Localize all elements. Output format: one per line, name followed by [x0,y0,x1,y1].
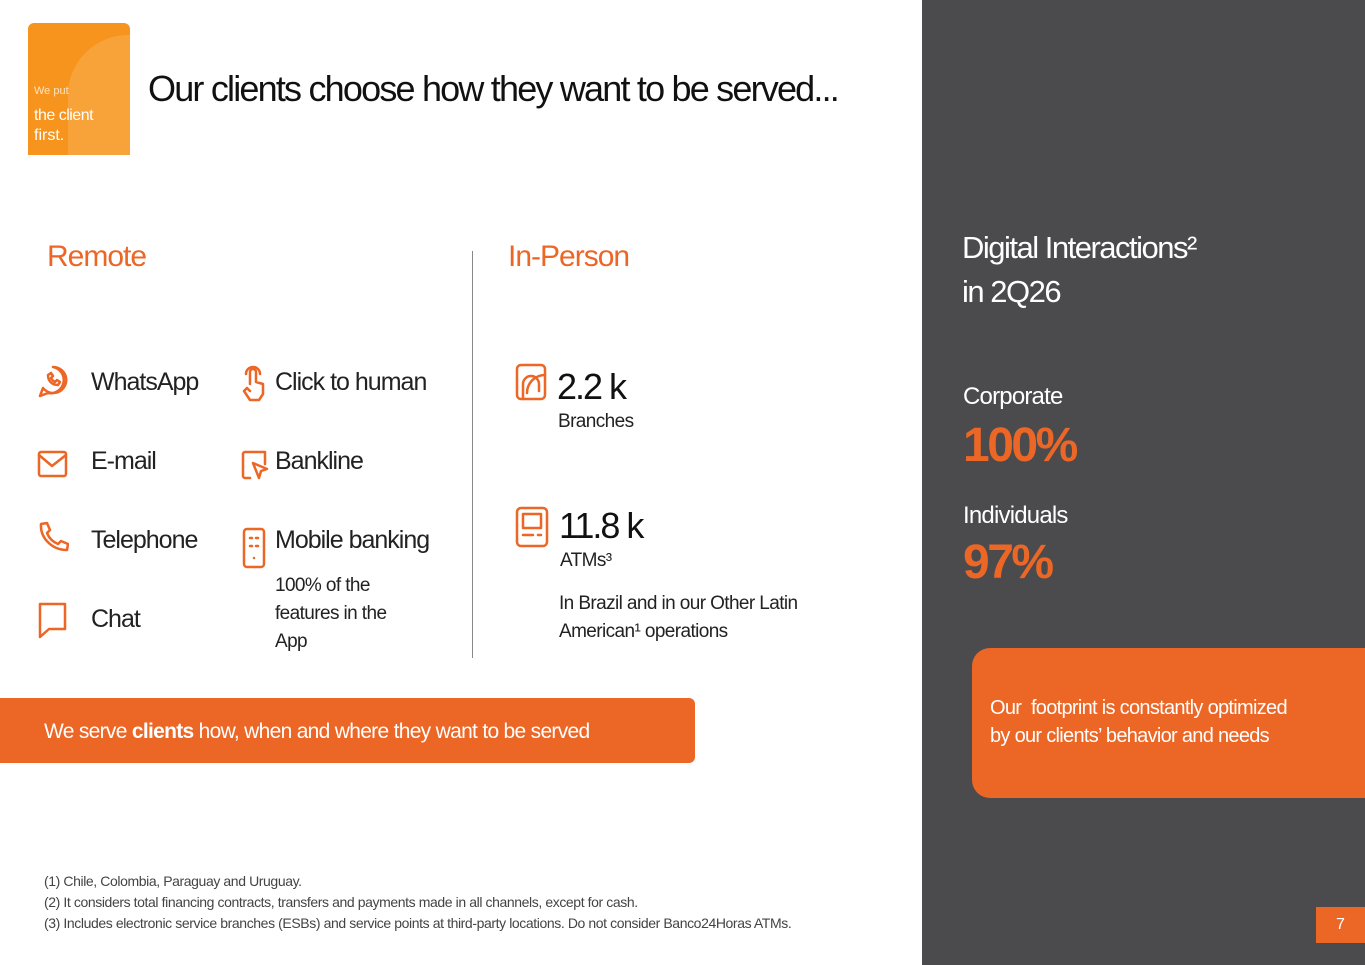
icon [38,365,68,398]
icon [242,527,266,569]
title: Our clients choose how they want to be s… [148,68,840,109]
banner-text: how, when and where they want to be serv… [193,720,591,743]
banner-text: We serve [44,720,132,743]
metric-label: Individuals [963,502,1068,529]
panel-title: in 2Q26 [962,274,1062,309]
footnote: (1) Chile, Colombia, Paraguay and Urugua… [44,873,302,889]
footnote: (3) Includes electronic service branches… [44,915,792,931]
icon [515,506,549,548]
icon [37,450,68,478]
icon [242,365,265,402]
section-heading: In-Person [508,240,630,273]
page-number: 7 [1316,907,1365,943]
panel-title: Digital Interactions² [962,230,1197,265]
metric-value: 100% [963,419,1078,472]
icon [38,602,67,639]
logo-text: We put [34,85,69,97]
channel: Click to human [275,368,427,396]
callout-text: Our footprint is constantly optimized by… [990,697,1292,747]
icon [515,363,547,401]
logo: We put the client first. [28,23,130,155]
footnotes: (1) Chile, Colombia, Paraguay and Urugua… [44,871,792,934]
channel: Mobile banking [275,526,430,554]
stat-label: Branches [558,411,634,432]
banner-text: We serve clients how, when and where the… [44,720,590,744]
banner: We serve clients how, when and where the… [0,698,695,763]
section-heading: Remote [47,240,147,273]
channel: E-mail [91,447,157,475]
side-panel: Digital Interactions² in 2Q26 Corporate … [922,0,1365,965]
note: 100% of the features in the App [275,575,387,652]
icon [39,521,69,552]
logo-text: the client [34,107,94,124]
divider [472,251,473,658]
channel: Bankline [275,447,364,475]
banner-bold: clients [131,720,194,743]
logo-text: first. [34,127,65,144]
stat-value: 11.8 k [559,505,644,546]
channel: Telephone [91,526,198,554]
callout: Our footprint is constantly optimized by… [972,648,1365,798]
channel: WhatsApp [91,368,199,396]
footnote: (2) It considers total financing contrac… [44,894,638,910]
metric-value: 97% [963,536,1054,589]
stat-label: ATMs³ [560,550,612,571]
note: In Brazil and in our Other Latin America… [559,593,798,642]
stat-value: 2.2 k [557,366,627,407]
icon [241,450,269,480]
metric-label: Corporate [963,383,1063,410]
channel: Chat [91,605,141,633]
